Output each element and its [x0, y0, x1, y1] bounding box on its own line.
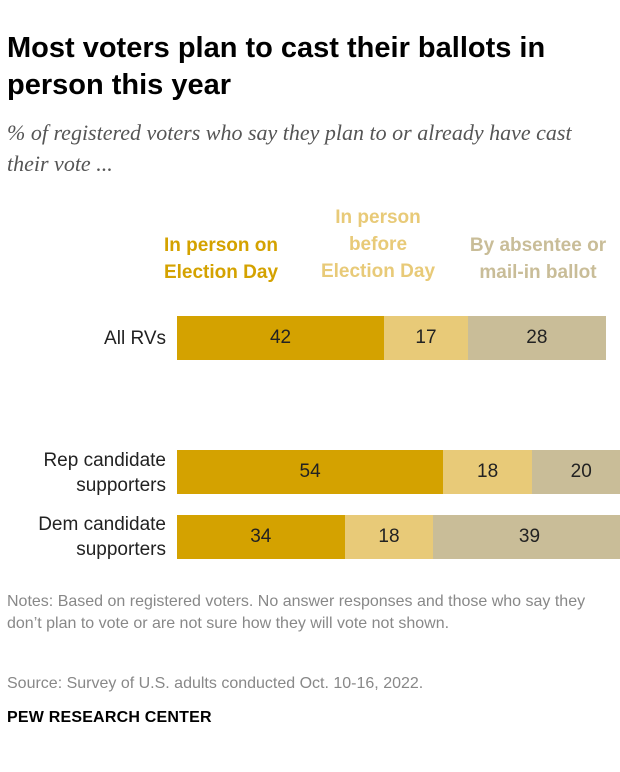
bar-value-label: 20 — [570, 461, 592, 482]
legend-in-person-before-election-day: In person before Election Day — [320, 207, 436, 282]
bar-segment: 18 — [344, 515, 434, 559]
bar-value-label: 18 — [378, 526, 400, 547]
bar-value-label: 39 — [518, 526, 541, 547]
bar-segment: 20 — [531, 450, 620, 494]
row-label-all-rvs: All RVs — [104, 328, 166, 349]
bar-segment: 34 — [177, 515, 345, 559]
bar-value-label: 34 — [250, 526, 272, 547]
bar-value-label: 54 — [299, 461, 321, 482]
pew-research-center-logo: PEW RESEARCH CENTER — [7, 709, 212, 726]
chart-title: Most voters plan to cast their ballots i… — [7, 32, 546, 101]
legend-in-person-election-day: In person on Election Day — [163, 235, 279, 283]
bar-segment: 17 — [384, 316, 468, 360]
chart-source: Source: Survey of U.S. adults conducted … — [7, 675, 424, 692]
bar-segment: 28 — [467, 316, 606, 360]
bar-value-label: 17 — [415, 327, 437, 348]
row-label-dem-supporters: Dem candidate supporters — [38, 514, 166, 560]
bar-value-label: 18 — [477, 461, 499, 482]
bar-value-label: 28 — [526, 327, 548, 348]
bar-segment: 42 — [177, 316, 385, 360]
chart-notes: Notes: Based on registered voters. No an… — [7, 593, 586, 632]
chart-subtitle: % of registered voters who say they plan… — [7, 120, 572, 176]
bar-value-label: 42 — [269, 327, 292, 348]
legend-absentee-mail-in: By absentee or mail-in ballot — [469, 235, 607, 283]
row-label-rep-supporters: Rep candidate supporters — [43, 450, 166, 496]
bar-segment: 18 — [443, 450, 532, 494]
bar-segment: 54 — [177, 450, 444, 494]
bar-segment: 39 — [433, 515, 620, 559]
